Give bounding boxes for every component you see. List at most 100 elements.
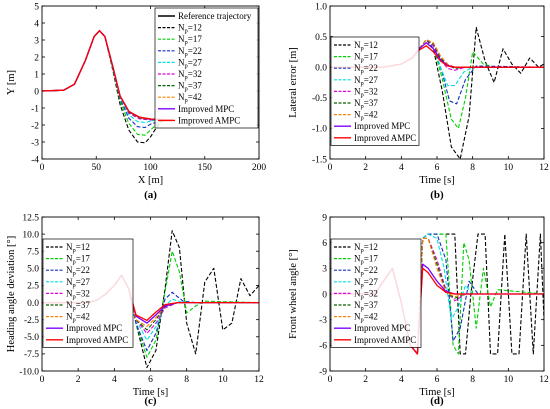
x-tick-label: 100 [143,163,158,173]
legend-entry: Improved MPC [354,323,410,333]
series-line-3 [42,274,259,352]
y-tick-label: 9 [322,213,327,223]
legend: Reference trajectory Np=12Np=17Np=22Np=27… [154,7,259,129]
y-tick-label: 0.0 [315,64,327,74]
legend-entry: Np=17 [66,254,90,266]
y-tick-label: -0.5 [312,94,327,104]
y-tick-label: 3 [322,265,327,275]
y-axis-label: Front wheel angle [°] [288,249,299,339]
y-axis-label: Heading angle deviation [°] [6,236,17,352]
legend-entry: Np=17 [354,52,378,64]
x-tick-label: 0 [328,375,333,385]
x-tick-label: 200 [252,163,267,173]
y-tick-label: -3 [319,316,327,326]
legend-entry: Np=32 [354,288,378,300]
y-tick-label: 0 [34,87,39,97]
y-tick-label: -5.0 [24,333,39,343]
legend-entry: Np=12 [66,242,90,254]
panel-label: (c) [144,395,157,407]
legend-entry: Np=12 [354,40,378,52]
legend-entry: Np=37 [178,81,202,93]
x-tick-label: 8 [470,163,475,173]
y-tick-label: 0.0 [27,299,39,309]
y-tick-label: 5 [34,2,39,12]
series-group [42,30,173,144]
legend: Np=12Np=17Np=22Np=27Np=32Np=37Np=42Impro… [330,238,422,348]
y-tick-label: -1 [31,104,39,114]
x-tick-label: 6 [435,163,440,173]
x-tick-label: 12 [539,163,549,173]
y-tick-label: -1.5 [312,155,327,165]
legend-entry: Np=27 [354,75,378,87]
legend-entry: Np=42 [66,312,90,324]
legend-entry: Np=37 [66,300,90,312]
panel-2: 0 2 4 6 8 10 12 -1.5 -1.0 -0.5 0.0 0.5 1.0 Time [s] La… [288,2,549,201]
legend-entry: Reference trajectory [178,11,252,21]
panel-label: (b) [430,189,444,201]
series-line-6 [42,30,173,121]
x-tick-label: 12 [254,375,264,385]
x-tick-label: 10 [504,375,514,385]
legend-entry: Np=42 [354,110,378,122]
legend-entry: Np=22 [178,46,202,58]
legend-entry: Improved MPC [178,104,234,114]
y-tick-label: 2 [34,53,39,63]
legend-entry: Improved AMPC [178,115,240,125]
y-tick-label: -1.0 [312,125,327,135]
legend-entry: Improved AMPC [354,133,416,143]
x-tick-label: 8 [470,375,475,385]
legend-entry: Np=32 [66,288,90,300]
y-tick-label: -2 [31,121,39,131]
y-tick-label: -7.5 [24,350,39,360]
x-tick-label: 4 [112,375,117,385]
plot-frame [41,5,260,160]
legend-entry: Improved MPC [354,121,410,131]
legend-entry: Np=37 [354,98,378,110]
y-tick-label: 12.5 [22,213,39,223]
x-axis-label: Time [s] [133,387,169,398]
legend-entry: Improved AMPC [66,335,128,345]
y-tick-label: -4 [31,155,39,165]
y-axis-label: Y [m] [6,70,17,95]
legend-entry: Np=27 [178,57,202,69]
y-tick-label: -2.5 [24,316,39,326]
legend-entry: Np=17 [354,254,378,266]
legend-entry: Np=12 [354,242,378,254]
y-tick-label: 1 [34,70,39,80]
y-tick-label: 2.5 [27,282,39,292]
x-tick-label: 10 [504,163,514,173]
y-tick-label: -9 [319,367,327,377]
x-tick-label: 2 [76,375,81,385]
series-line-1 [42,230,259,369]
legend-entry: Improved MPC [66,323,122,333]
x-tick-label: 2 [363,163,368,173]
y-tick-label: 3 [34,36,39,46]
y-tick-label: 1.0 [315,2,327,12]
plot-frame [329,5,545,160]
x-tick-label: 2 [363,375,368,385]
plot-frame [329,216,545,372]
y-tick-label: 0 [322,290,327,300]
y-tick-label: 0.5 [315,33,327,43]
x-tick-label: 6 [148,375,153,385]
panel-label: (a) [144,189,157,201]
plot-frame [41,216,260,372]
y-tick-label: 5.0 [27,265,39,275]
x-tick-label: 6 [435,375,440,385]
legend-entry: Np=27 [66,277,90,289]
y-tick-label: 7.5 [27,248,39,258]
legend-entry: Np=27 [354,277,378,289]
y-tick-label: -6 [319,342,327,352]
panel-1: 0 50 100 150 200 -4 -3 -2 -1 0 1 2 3 4 5 X [m] Y [m] (a) R… [6,2,266,201]
x-tick-label: 0 [40,375,45,385]
y-tick-label: -3 [31,138,39,148]
y-axis-label: Lateral error [m] [288,47,299,118]
legend-entry: Np=22 [354,63,378,75]
x-axis-label: Time [s] [419,387,455,398]
x-tick-label: 12 [539,375,549,385]
x-tick-label: 0 [328,163,333,173]
x-tick-label: 4 [399,163,404,173]
series-line-10 [42,30,173,121]
x-tick-label: 150 [198,163,213,173]
